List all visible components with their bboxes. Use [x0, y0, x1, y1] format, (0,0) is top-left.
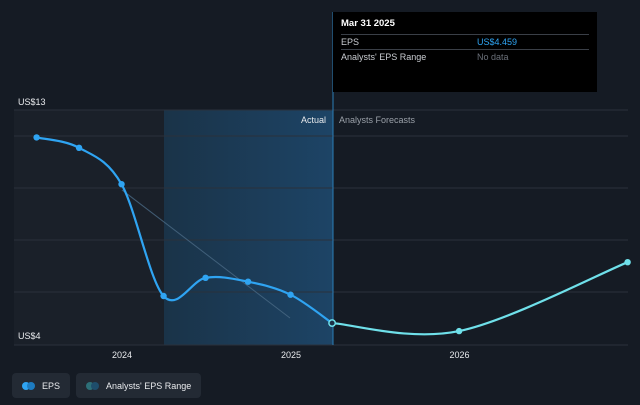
- tooltip-range-row: Analysts' EPS Range No data: [341, 49, 589, 64]
- actual-highlight-region: [164, 110, 333, 345]
- legend-eps-toggle[interactable]: EPS: [12, 373, 71, 398]
- legend-range-toggle[interactable]: Analysts' EPS Range: [76, 373, 202, 398]
- range-legend-icon: [86, 381, 100, 390]
- chart-legend: EPS Analysts' EPS Range: [12, 373, 202, 398]
- past-shaded-region: [14, 110, 164, 345]
- y-axis-bottom-label: US$4: [18, 331, 41, 341]
- forecast-data-point: [455, 327, 463, 335]
- legend-range-label: Analysts' EPS Range: [106, 380, 192, 391]
- eps-data-point: [160, 292, 167, 300]
- eps-data-point: [202, 274, 209, 281]
- y-axis-top-label: US$13: [18, 97, 46, 107]
- gridlines: [14, 109, 628, 346]
- data-points: [33, 134, 631, 335]
- current-eps-point: [328, 319, 337, 328]
- tooltip-date: Mar 31 2025: [341, 18, 395, 29]
- forecast-data-point: [624, 259, 631, 266]
- eps-data-point: [244, 278, 252, 285]
- tooltip-eps-row: EPS US$4.459: [341, 34, 589, 49]
- eps-data-point: [118, 181, 125, 188]
- forecast-series-line: [332, 261, 629, 336]
- range-trend-line: [121, 189, 291, 319]
- eps-data-point: [287, 291, 294, 298]
- x-axis-ticks: 2024 2025 2026: [112, 350, 470, 360]
- eps-data-point: [75, 144, 83, 151]
- x-tick-label: 2024: [112, 350, 132, 360]
- tooltip-range-label: Analysts' EPS Range: [341, 52, 427, 62]
- tooltip-eps-value: US$4.459: [477, 37, 518, 47]
- actual-region-label: Actual: [301, 115, 326, 125]
- tooltip-eps-label: EPS: [341, 37, 360, 47]
- eps-tooltip: Mar 31 2025 EPS US$4.459 Analysts' EPS R…: [333, 12, 597, 92]
- x-tick-label: 2026: [450, 350, 470, 360]
- legend-eps-label: EPS: [42, 380, 61, 391]
- eps-data-point: [33, 134, 40, 141]
- x-tick-label: 2025: [281, 350, 301, 360]
- eps-series-line: [36, 136, 333, 324]
- eps-legend-icon: [22, 381, 36, 390]
- tooltip-range-value: No data: [477, 52, 509, 62]
- forecast-region-label: Analysts Forecasts: [339, 115, 416, 125]
